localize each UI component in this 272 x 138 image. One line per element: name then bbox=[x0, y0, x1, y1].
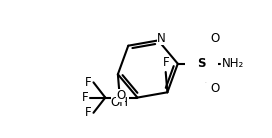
Text: O: O bbox=[210, 82, 219, 95]
Text: F: F bbox=[85, 76, 92, 89]
Text: F: F bbox=[85, 106, 92, 119]
Text: OH: OH bbox=[110, 96, 129, 109]
Text: NH₂: NH₂ bbox=[222, 57, 244, 70]
Text: N: N bbox=[157, 32, 166, 45]
Text: O: O bbox=[116, 89, 125, 102]
Text: F: F bbox=[162, 56, 169, 69]
Text: F: F bbox=[82, 91, 88, 104]
Text: S: S bbox=[197, 57, 206, 70]
Text: O: O bbox=[210, 32, 219, 45]
